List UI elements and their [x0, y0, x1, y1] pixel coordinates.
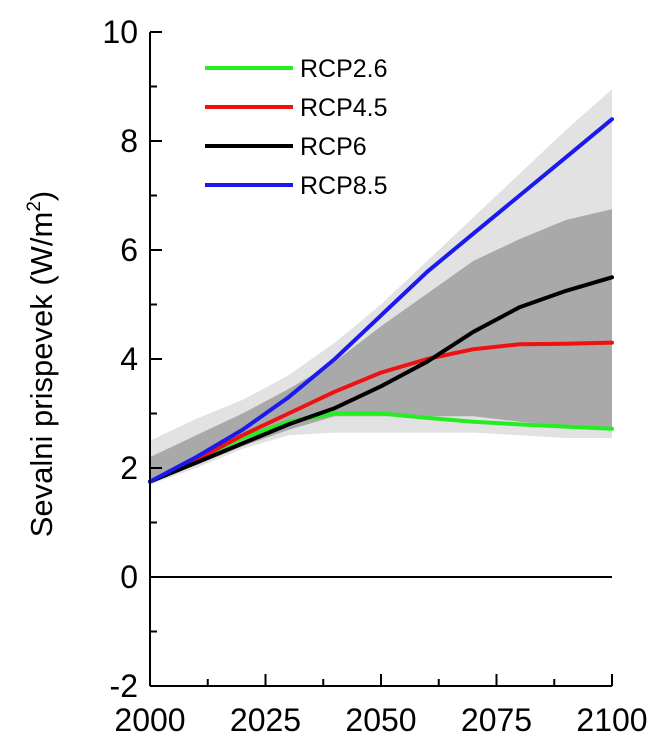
x-tick-label: 2075: [461, 702, 532, 738]
x-tick-label: 2025: [230, 702, 301, 738]
legend-label-rcp4.5: RCP4.5: [300, 94, 388, 122]
y-axis-title-superscript: 2: [24, 201, 45, 212]
y-tick-label: 6: [120, 232, 138, 268]
series-lines: [148, 117, 614, 484]
legend-label-rcp8.5: RCP8.5: [300, 172, 388, 200]
x-tick-label: 2100: [576, 702, 647, 738]
y-ticks: -2 0 2 4 6 8 10: [102, 14, 162, 704]
y-tick-label: 8: [120, 123, 138, 159]
x-tick-label: 2000: [114, 702, 185, 738]
legend-label-rcp2.6: RCP2.6: [300, 55, 388, 83]
y-tick-label: 0: [120, 559, 138, 595]
y-tick-label: 4: [120, 341, 138, 377]
x-ticks: 2000 2025 2050 2075 2100: [114, 674, 648, 738]
y-tick-label: -2: [110, 668, 138, 704]
legend-label-rcp6: RCP6: [300, 133, 367, 161]
y-axis-title-close: ): [24, 191, 59, 201]
y-tick-label: 10: [102, 14, 138, 50]
series-line-rcp8.5: [148, 117, 614, 484]
series-line-rcp4.5: [148, 340, 614, 484]
x-tick-label: 2050: [345, 702, 416, 738]
axes: -2 0 2 4 6 8 10 2000 2025 2050 2075 2100: [102, 14, 647, 738]
series-line-rcp6: [148, 275, 614, 484]
y-axis-title: Sevalni prispevek (W/m2): [24, 191, 59, 538]
y-tick-label: 2: [120, 450, 138, 486]
y-axis-title-main: Sevalni prispevek (W/m: [24, 212, 59, 538]
legend: RCP2.6 RCP4.5 RCP6 RCP8.5: [205, 55, 388, 200]
